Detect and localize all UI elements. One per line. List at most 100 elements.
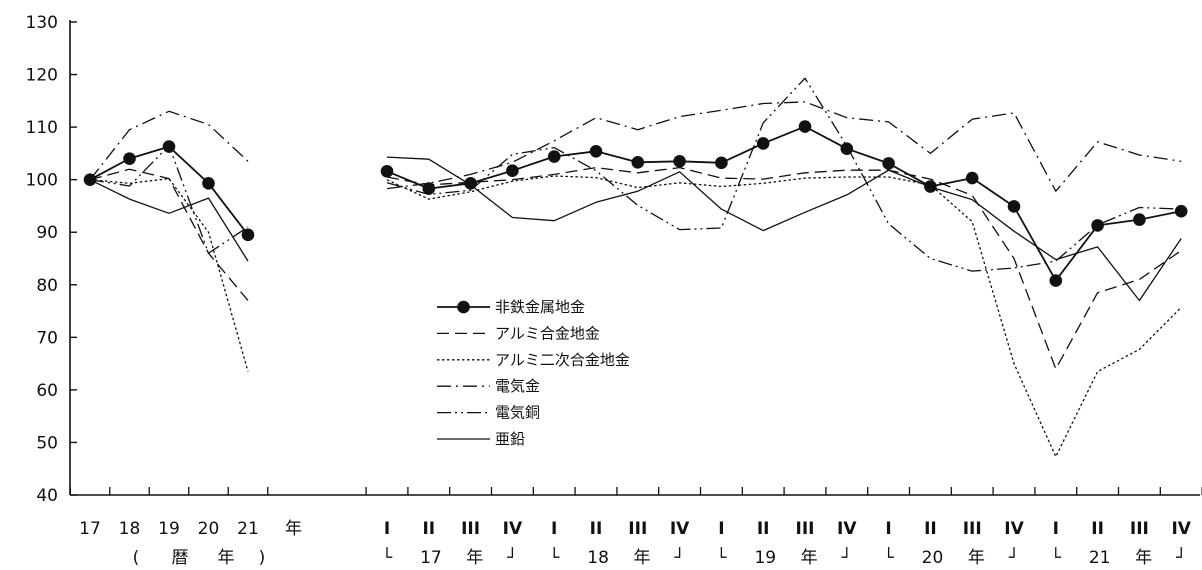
series-line-annual	[89, 179, 249, 262]
x-tick-label-annual: 19	[158, 519, 180, 539]
series-line-quarterly	[386, 156, 1182, 302]
y-tick-label: 80	[36, 276, 58, 296]
x-group-year-suffix: 年	[801, 548, 818, 568]
y-tick-label: 90	[36, 223, 58, 243]
x-tick-label-quarter: III	[628, 519, 647, 539]
data-point	[241, 228, 255, 242]
x-group-year-label: 19	[754, 548, 776, 568]
x-tick-label-quarter: IV	[1171, 519, 1191, 539]
series-2	[89, 175, 1182, 458]
y-tick-label: 110	[26, 118, 58, 138]
x-tick-label-quarter: I	[885, 519, 891, 539]
y-tick-label: 130	[26, 13, 58, 33]
y-tick-label: 60	[36, 381, 58, 401]
x-group-year-label: 20	[922, 548, 944, 568]
x-group-bracket-close: ┘	[1175, 547, 1186, 568]
x-group-label-annual: (	[133, 548, 140, 568]
data-point	[380, 164, 394, 178]
legend-marker	[457, 300, 470, 314]
x-tick-label-annual: 18	[119, 519, 141, 539]
series-line-annual	[89, 110, 249, 181]
series-line-annual	[89, 144, 249, 254]
x-tick-label-quarter: II	[924, 519, 937, 539]
x-group-bracket-open: └	[382, 547, 393, 568]
x-group-bracket-close: ┘	[673, 547, 684, 568]
data-point	[506, 164, 519, 178]
data-point	[1174, 204, 1188, 218]
data-point	[464, 177, 477, 190]
x-group-year-label: 17	[420, 548, 442, 568]
x-tick-label-quarter: IV	[837, 519, 857, 539]
data-point	[1133, 213, 1146, 226]
y-axis: 40 50 60 70 80 90 100 110 120 130	[26, 13, 77, 506]
legend-label: アルミ二次合金地金	[495, 351, 630, 369]
legend-label: 電気銅	[495, 404, 540, 422]
data-point	[673, 154, 686, 168]
y-tick-label: 120	[26, 66, 58, 86]
series-5	[89, 156, 1182, 302]
x-group-bracket-open: └	[1051, 547, 1062, 568]
legend-label: アルミ合金地金	[495, 324, 600, 342]
x-tick-label-quarter: II	[1091, 519, 1104, 539]
data-point	[965, 171, 979, 185]
data-point	[589, 144, 603, 158]
data-point	[547, 150, 561, 163]
series-3	[89, 101, 1182, 192]
data-point	[422, 182, 436, 195]
legend-label: 亜鉛	[495, 430, 525, 448]
y-tick-label: 70	[36, 328, 58, 348]
x-tick-label-quarter: I	[551, 519, 557, 539]
series-line-quarterly	[386, 125, 1182, 282]
x-tick-label-quarter: III	[1130, 519, 1149, 539]
x-group-year-suffix: 年	[633, 548, 650, 568]
x-tick-label-annual: 20	[198, 519, 220, 539]
x-group-label-annual: 年	[218, 548, 235, 568]
series-0	[83, 120, 1188, 287]
data-point	[756, 137, 770, 150]
y-tick-label: 100	[26, 171, 58, 191]
x-tick-label-quarter: IV	[670, 519, 690, 539]
x-group-bracket-close: ┘	[841, 547, 852, 568]
x-tick-label-annual: 21	[237, 519, 259, 539]
series-line-annual	[89, 168, 249, 301]
x-group-year-label: 21	[1089, 548, 1111, 568]
legend-label: 非鉄金属地金	[495, 298, 585, 316]
data-point	[1007, 200, 1021, 213]
series-1	[89, 166, 1182, 370]
x-group-label-annual: 暦	[172, 548, 189, 568]
x-tick-label-quarter: I	[718, 519, 724, 539]
series-line-quarterly	[386, 166, 1182, 370]
x-group-bracket-close: ┘	[506, 547, 517, 568]
x-tick-label-quarter: I	[384, 519, 390, 539]
series-line-quarterly	[386, 175, 1182, 458]
data-point	[202, 177, 215, 190]
x-group-label-annual: )	[259, 548, 266, 568]
data-point	[798, 120, 812, 133]
x-tick-label-quarter: III	[963, 519, 982, 539]
x-group-bracket-open: └	[883, 547, 894, 568]
data-point	[123, 152, 136, 165]
x-group-year-label: 18	[587, 548, 609, 568]
data-point	[715, 156, 728, 170]
legend-label: 電気金	[495, 377, 540, 395]
x-group-year-suffix: 年	[968, 548, 985, 568]
x-group-bracket-open: └	[549, 547, 560, 568]
y-tick-label: 40	[36, 486, 58, 506]
x-group-year-suffix: 年	[466, 548, 483, 568]
x-tick-label-quarter: IV	[503, 519, 523, 539]
data-point	[631, 156, 645, 169]
series-4	[89, 77, 1182, 272]
x-unit-label-annual: 年	[285, 519, 302, 539]
series-line-quarterly	[386, 77, 1182, 272]
x-tick-label-quarter: II	[590, 519, 603, 539]
series-line-quarterly	[386, 101, 1182, 192]
x-tick-label-quarter: III	[461, 519, 480, 539]
x-group-bracket-close: ┘	[1008, 547, 1019, 568]
x-axis: 17 18 19 20 21 年(暦年)I II III IV I II III IV I II III IV I…	[69, 487, 1202, 568]
series-lines	[83, 77, 1188, 458]
y-tick-label: 50	[36, 433, 58, 453]
data-point	[882, 157, 895, 170]
data-point	[1049, 274, 1063, 287]
